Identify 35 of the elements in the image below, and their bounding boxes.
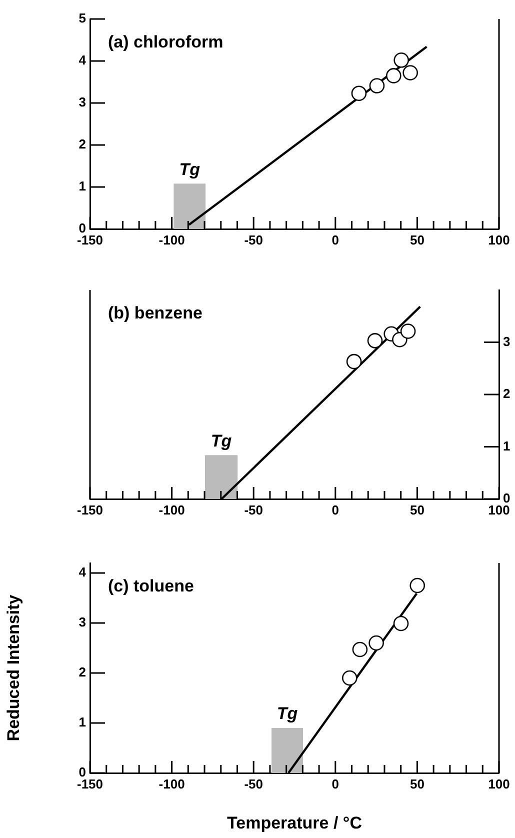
y-tick-label: 1 [78, 178, 86, 194]
y-tick-label: 4 [78, 52, 87, 68]
x-tick-label: 0 [332, 502, 340, 518]
x-tick-label: -100 [158, 232, 185, 248]
annotation: Tg [276, 704, 298, 724]
x-tick-label: 50 [410, 776, 424, 792]
annotation: Tg [210, 431, 232, 450]
y-tick-label: 3 [78, 614, 86, 630]
y-tick-label: 3 [78, 94, 86, 110]
y-tick-label: 2 [78, 664, 86, 680]
x-tick-label: -150 [76, 502, 104, 518]
x-axis-title: Temperature / °C [227, 813, 362, 832]
text: (a) chloroform [108, 32, 224, 52]
x-tick-label: 0 [332, 232, 340, 248]
x-tick-label: 50 [410, 502, 424, 518]
y-tick-label: 4 [78, 564, 87, 580]
x-tick-label: -100 [158, 502, 185, 518]
y-tick-label: 2 [78, 136, 86, 152]
x-tick-label: -100 [158, 776, 185, 792]
y2-tick-label: 1 [503, 438, 510, 454]
x-tick-label: 100 [488, 776, 510, 792]
y2-tick-label: 2 [503, 386, 510, 402]
x-tick-label: 100 [488, 232, 510, 248]
x-tick-label: -50 [244, 502, 263, 518]
x-tick-label: -50 [244, 232, 263, 248]
y-tick-label: 5 [78, 10, 86, 26]
x-tick-label: 0 [332, 776, 340, 792]
x-tick-label: 50 [410, 232, 424, 248]
annotation: Tg [179, 160, 201, 179]
text: (c) toluene [108, 576, 194, 596]
y-axis-title: Reduced Intensity [4, 594, 23, 742]
y2-tick-label: 3 [503, 334, 510, 349]
x-tick-label: -50 [244, 776, 263, 792]
y-tick-label: 1 [78, 714, 86, 730]
text: (b) benzene [108, 304, 202, 323]
